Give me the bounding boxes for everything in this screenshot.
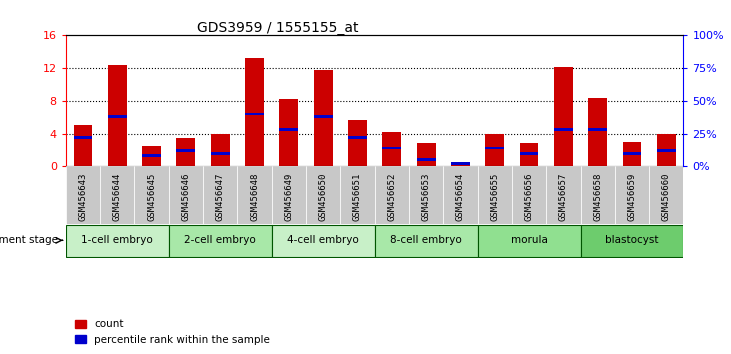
Text: GSM456649: GSM456649 [284, 172, 293, 221]
Text: GSM456651: GSM456651 [353, 172, 362, 221]
Bar [657, 135, 675, 166]
Text: GSM456655: GSM456655 [491, 172, 499, 221]
Bar [238, 166, 272, 224]
Bar [176, 138, 195, 166]
Bar [203, 166, 238, 224]
Bar [554, 67, 573, 166]
Bar [272, 225, 374, 257]
Bar [100, 166, 135, 224]
Bar [211, 152, 230, 155]
Bar [382, 132, 401, 166]
Text: 4-cell embryo: 4-cell embryo [287, 235, 359, 245]
Bar [443, 166, 477, 224]
Bar [348, 120, 367, 166]
Bar [409, 166, 443, 224]
Text: GSM456648: GSM456648 [250, 172, 259, 221]
Bar [108, 65, 126, 166]
Bar [245, 113, 264, 115]
Bar [485, 133, 504, 166]
Bar [451, 162, 470, 165]
Bar [374, 225, 477, 257]
Text: GSM456654: GSM456654 [456, 172, 465, 221]
Bar [417, 158, 436, 161]
Bar [66, 166, 100, 224]
Text: development stage: development stage [0, 235, 58, 245]
Text: GSM456653: GSM456653 [422, 172, 431, 221]
Bar [74, 136, 92, 139]
Text: GSM456657: GSM456657 [559, 172, 568, 221]
Text: GSM456646: GSM456646 [181, 172, 190, 221]
Bar [615, 166, 649, 224]
Bar [417, 143, 436, 166]
Text: GSM456643: GSM456643 [78, 172, 88, 221]
Text: GDS3959 / 1555155_at: GDS3959 / 1555155_at [197, 21, 358, 35]
Bar [211, 133, 230, 166]
Text: 8-cell embryo: 8-cell embryo [390, 235, 462, 245]
Bar [374, 166, 409, 224]
Text: GSM456658: GSM456658 [593, 172, 602, 221]
Bar [314, 70, 333, 166]
Bar [657, 149, 675, 152]
Bar [520, 143, 539, 166]
Text: 2-cell embryo: 2-cell embryo [184, 235, 256, 245]
Bar [382, 147, 401, 149]
Text: GSM456652: GSM456652 [387, 172, 396, 221]
Bar [135, 166, 169, 224]
Bar [546, 166, 580, 224]
Text: GSM456647: GSM456647 [216, 172, 224, 221]
Text: GSM456650: GSM456650 [319, 172, 327, 221]
Bar [142, 154, 161, 157]
Text: GSM456660: GSM456660 [662, 172, 671, 221]
Bar [279, 99, 298, 166]
Bar [341, 166, 374, 224]
Text: blastocyst: blastocyst [605, 235, 659, 245]
Bar [512, 166, 546, 224]
Bar [245, 58, 264, 166]
Bar [306, 166, 341, 224]
Text: GSM456659: GSM456659 [627, 172, 637, 221]
Bar [477, 225, 580, 257]
Bar [485, 147, 504, 149]
Bar [279, 128, 298, 131]
Bar [66, 225, 169, 257]
Text: GSM456644: GSM456644 [113, 172, 122, 221]
Bar [451, 162, 470, 166]
Bar [580, 225, 683, 257]
Bar [588, 98, 607, 166]
Bar [520, 152, 539, 155]
Text: 1-cell embryo: 1-cell embryo [81, 235, 153, 245]
Bar [108, 115, 126, 118]
Bar [142, 146, 161, 166]
Bar [169, 166, 203, 224]
Bar [623, 142, 641, 166]
Bar [314, 115, 333, 118]
Legend: count, percentile rank within the sample: count, percentile rank within the sample [71, 315, 274, 349]
Text: morula: morula [511, 235, 548, 245]
Bar [477, 166, 512, 224]
Bar [554, 128, 573, 131]
Bar [74, 125, 92, 166]
Bar [588, 128, 607, 131]
Bar [348, 136, 367, 139]
Bar [580, 166, 615, 224]
Bar [272, 166, 306, 224]
Bar [649, 166, 683, 224]
Bar [169, 225, 272, 257]
Bar [176, 149, 195, 152]
Text: GSM456656: GSM456656 [525, 172, 534, 221]
Text: GSM456645: GSM456645 [147, 172, 156, 221]
Bar [623, 152, 641, 155]
